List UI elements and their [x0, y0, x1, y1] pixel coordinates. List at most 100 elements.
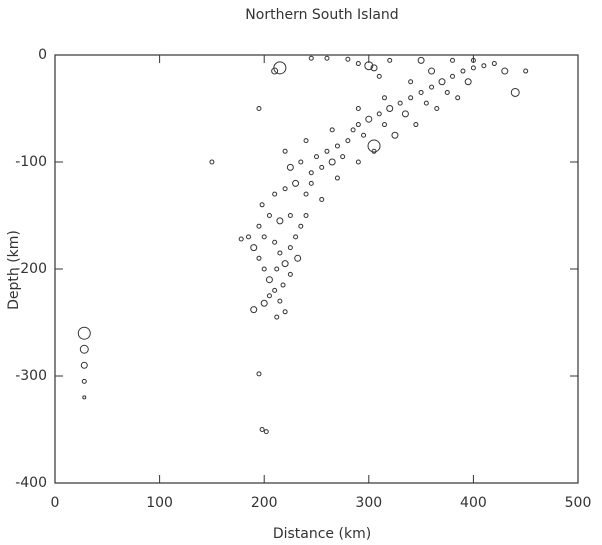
point	[460, 68, 466, 74]
point	[444, 89, 450, 95]
point	[277, 298, 283, 304]
point	[418, 89, 424, 95]
point	[266, 293, 272, 299]
point	[417, 56, 425, 64]
x-tick-label: 0	[51, 495, 60, 511]
point	[401, 110, 409, 118]
point	[386, 105, 394, 112]
point	[292, 179, 300, 187]
point	[470, 57, 476, 63]
point	[282, 148, 288, 154]
point	[413, 122, 419, 128]
point	[272, 239, 278, 245]
point	[340, 154, 346, 160]
point	[303, 138, 309, 144]
point	[381, 122, 387, 128]
point	[449, 73, 455, 79]
point	[246, 234, 252, 240]
point	[334, 143, 340, 149]
point	[80, 361, 88, 369]
point	[408, 95, 414, 101]
point	[287, 271, 293, 277]
point	[263, 429, 269, 435]
x-tick-label: 200	[251, 495, 278, 511]
point	[303, 191, 309, 197]
point	[434, 106, 440, 111]
point	[361, 132, 367, 138]
point	[282, 186, 288, 192]
point	[298, 223, 304, 229]
point	[376, 111, 382, 117]
point	[423, 100, 429, 106]
point	[81, 378, 87, 384]
point	[355, 61, 361, 67]
point	[324, 55, 330, 61]
point	[355, 106, 361, 111]
point	[261, 266, 267, 272]
point	[350, 127, 356, 133]
point	[391, 131, 399, 139]
y-tick-label: -100	[15, 154, 47, 170]
point	[429, 84, 435, 90]
point	[256, 223, 262, 229]
point	[209, 159, 215, 165]
point	[523, 68, 529, 74]
point	[464, 78, 472, 86]
point	[82, 395, 87, 400]
point	[355, 122, 361, 128]
point	[287, 245, 293, 251]
point	[277, 250, 283, 256]
point	[259, 427, 265, 432]
point	[387, 57, 393, 63]
point	[329, 127, 335, 133]
point	[345, 138, 351, 144]
point	[256, 255, 262, 261]
point	[364, 61, 374, 71]
x-tick-label: 500	[565, 495, 592, 511]
point	[367, 139, 381, 153]
point	[381, 95, 387, 101]
point	[256, 106, 262, 111]
point	[355, 159, 361, 165]
point	[265, 276, 273, 284]
point	[281, 260, 289, 268]
point	[282, 309, 288, 315]
y-tick-label: -200	[15, 261, 47, 277]
point	[449, 57, 455, 63]
x-tick-label: 100	[146, 495, 173, 511]
point	[308, 55, 314, 61]
point	[250, 306, 258, 314]
point	[280, 282, 286, 288]
x-tick-label: 300	[355, 495, 382, 511]
point	[481, 63, 487, 69]
point	[303, 213, 309, 218]
point	[438, 78, 446, 86]
point	[79, 344, 89, 354]
point	[273, 61, 287, 75]
point	[397, 100, 403, 106]
point	[308, 180, 314, 186]
point	[256, 371, 262, 377]
point	[319, 196, 325, 202]
point	[260, 299, 268, 307]
point	[501, 67, 509, 75]
y-tick-label: 0	[38, 47, 47, 63]
point	[287, 213, 293, 218]
point	[470, 65, 476, 71]
point	[286, 163, 294, 171]
point	[408, 79, 414, 85]
plot-frame	[54, 54, 579, 484]
y-tick-label: -400	[15, 475, 47, 491]
point	[314, 154, 319, 160]
point	[428, 67, 436, 75]
point	[272, 191, 278, 197]
point	[276, 217, 284, 225]
point	[308, 170, 314, 176]
point	[238, 236, 244, 242]
point	[266, 213, 272, 218]
point	[328, 158, 336, 166]
point	[298, 159, 304, 165]
x-tick-label: 400	[460, 495, 487, 511]
point	[271, 67, 279, 75]
point	[334, 175, 340, 181]
